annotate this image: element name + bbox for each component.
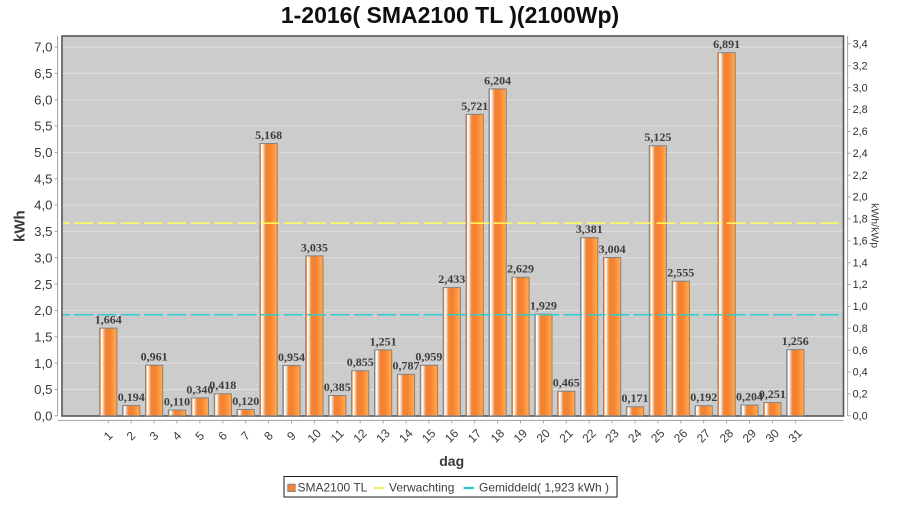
svg-text:0,418: 0,418: [209, 378, 236, 392]
svg-text:6,891: 6,891: [713, 37, 740, 51]
svg-text:3,035: 3,035: [301, 240, 328, 254]
svg-text:5,168: 5,168: [255, 128, 282, 142]
svg-text:SMA2100 TL: SMA2100 TL: [298, 480, 368, 494]
svg-text:0,8: 0,8: [853, 323, 868, 335]
svg-text:2,6: 2,6: [853, 126, 868, 138]
svg-text:0,192: 0,192: [690, 390, 717, 404]
svg-text:0,6: 0,6: [853, 345, 868, 357]
svg-text:0,194: 0,194: [118, 390, 145, 404]
svg-text:0,110: 0,110: [164, 394, 190, 408]
svg-text:1,929: 1,929: [530, 299, 557, 313]
svg-text:7,0: 7,0: [34, 40, 52, 55]
svg-text:0,0: 0,0: [34, 409, 52, 424]
svg-text:1,0: 1,0: [34, 356, 52, 371]
svg-text:0,340: 0,340: [186, 382, 213, 396]
svg-text:0,5: 0,5: [34, 382, 52, 397]
svg-text:2,4: 2,4: [853, 148, 868, 160]
svg-text:2,8: 2,8: [853, 104, 868, 116]
svg-text:1,8: 1,8: [853, 214, 868, 226]
svg-text:2,555: 2,555: [667, 266, 694, 280]
svg-text:0,385: 0,385: [324, 380, 351, 394]
svg-text:3,4: 3,4: [853, 39, 868, 51]
svg-text:1,664: 1,664: [95, 313, 122, 327]
svg-text:0,204: 0,204: [736, 390, 763, 404]
svg-text:3,2: 3,2: [853, 60, 868, 72]
svg-text:0,959: 0,959: [415, 350, 442, 364]
svg-text:2,629: 2,629: [507, 262, 534, 276]
svg-text:0,787: 0,787: [393, 359, 420, 373]
svg-text:0,171: 0,171: [622, 391, 649, 405]
svg-text:0,465: 0,465: [553, 376, 580, 390]
svg-text:0,4: 0,4: [853, 367, 868, 379]
svg-text:5,5: 5,5: [34, 119, 52, 134]
svg-text:1-2016( SMA2100 TL )(2100Wp): 1-2016( SMA2100 TL )(2100Wp): [281, 2, 619, 28]
svg-text:0,251: 0,251: [759, 387, 786, 401]
svg-text:1,0: 1,0: [853, 301, 868, 313]
svg-text:0,855: 0,855: [347, 355, 374, 369]
svg-text:1,2: 1,2: [853, 279, 868, 291]
svg-text:1,6: 1,6: [853, 235, 868, 247]
svg-text:0,954: 0,954: [278, 350, 305, 364]
svg-text:0,0: 0,0: [853, 410, 868, 422]
svg-text:1,251: 1,251: [370, 334, 397, 348]
svg-text:1,256: 1,256: [782, 334, 809, 348]
svg-text:5,721: 5,721: [461, 99, 488, 113]
svg-text:0,961: 0,961: [141, 350, 168, 364]
svg-text:2,0: 2,0: [853, 192, 868, 204]
svg-text:4,5: 4,5: [34, 171, 52, 186]
svg-text:4,0: 4,0: [34, 198, 52, 213]
svg-text:kWh: kWh: [12, 210, 29, 242]
svg-text:6,0: 6,0: [34, 92, 52, 107]
svg-text:1,5: 1,5: [34, 330, 52, 345]
svg-text:3,004: 3,004: [599, 242, 626, 256]
svg-text:2,0: 2,0: [34, 303, 52, 318]
svg-text:0,2: 0,2: [853, 389, 868, 401]
svg-text:6,204: 6,204: [484, 73, 511, 87]
svg-text:3,381: 3,381: [576, 222, 603, 236]
svg-text:Gemiddeld( 1,923 kWh ): Gemiddeld( 1,923 kWh ): [479, 480, 609, 494]
svg-text:0,120: 0,120: [232, 394, 259, 408]
svg-text:6,5: 6,5: [34, 66, 52, 81]
svg-text:5,125: 5,125: [644, 130, 671, 144]
svg-text:5,0: 5,0: [34, 145, 52, 160]
svg-text:2,2: 2,2: [853, 170, 868, 182]
svg-text:3,5: 3,5: [34, 224, 52, 239]
svg-text:dag: dag: [439, 453, 464, 469]
svg-text:3,0: 3,0: [853, 82, 868, 94]
svg-text:kWh/kWp: kWh/kWp: [869, 203, 881, 248]
svg-text:1,4: 1,4: [853, 257, 868, 269]
svg-text:2,5: 2,5: [34, 277, 52, 292]
svg-text:Verwachting: Verwachting: [389, 480, 454, 494]
svg-text:2,433: 2,433: [438, 272, 465, 286]
svg-text:3,0: 3,0: [34, 250, 52, 265]
